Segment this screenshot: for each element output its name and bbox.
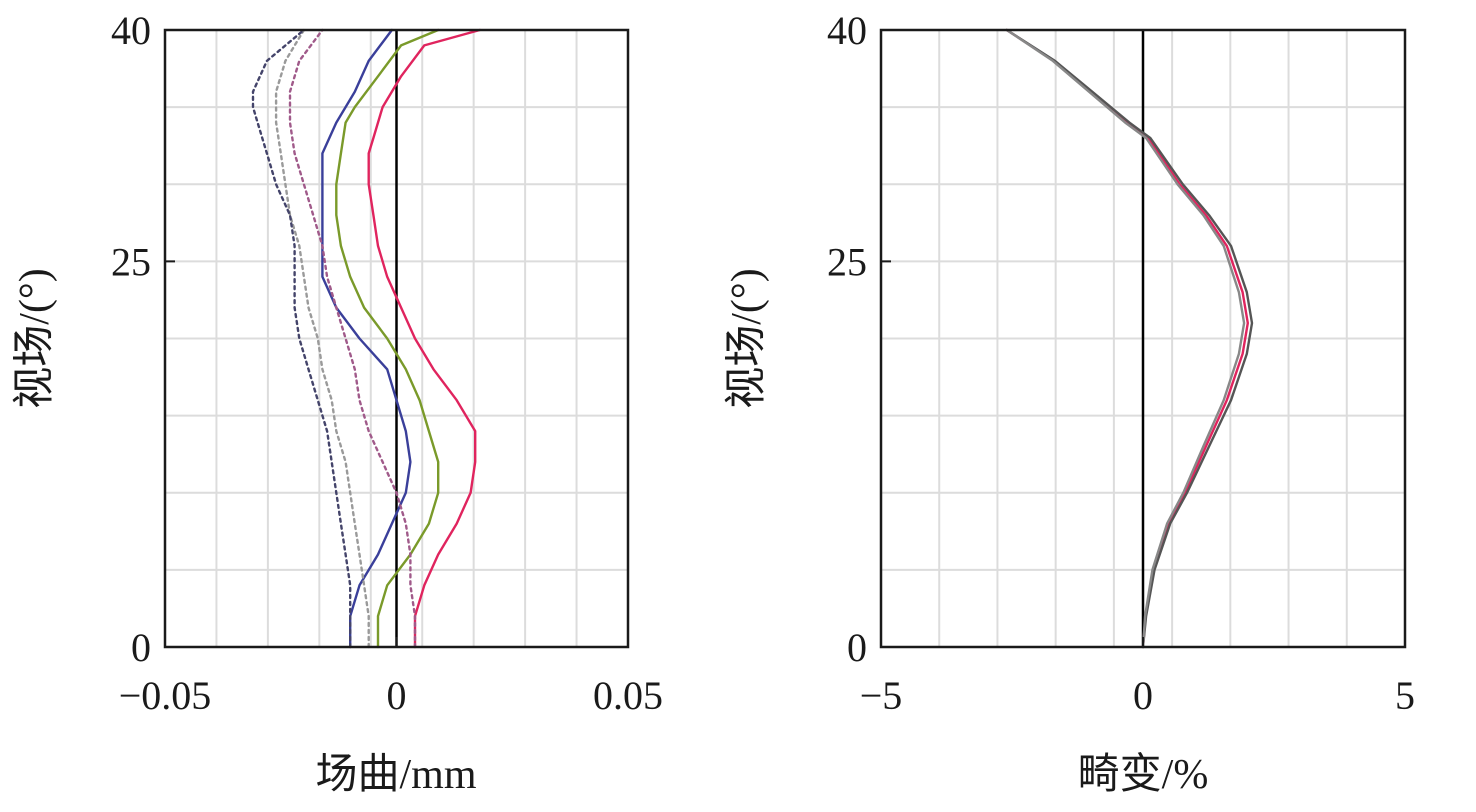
distortion-x-tick-label: 5 bbox=[1395, 673, 1415, 718]
distortion-y-axis-label: 视场/(°) bbox=[724, 268, 770, 408]
distortion-series bbox=[1005, 28, 1254, 649]
field-curvature-y-axis-label: 视场/(°) bbox=[12, 268, 58, 408]
field-curvature-y-tick-label: 25 bbox=[111, 239, 151, 284]
field-curvature-series-line-3 bbox=[321, 28, 412, 649]
field-curvature-series-line-2 bbox=[335, 28, 440, 649]
distortion-y-tick-label: 25 bbox=[827, 239, 867, 284]
field-curvature-y-tick-label: 0 bbox=[131, 625, 151, 670]
field-curvature-series-line-6 bbox=[251, 28, 352, 649]
distortion-series-line-3 bbox=[1005, 28, 1246, 649]
distortion-series-line-2 bbox=[1005, 28, 1254, 649]
field-curvature-x-tick-label: 0 bbox=[387, 673, 407, 718]
field-curvature-x-tick-label: −0.05 bbox=[119, 673, 212, 718]
field-curvature-series-line-4 bbox=[288, 28, 417, 649]
distortion-y-tick-label: 0 bbox=[847, 625, 867, 670]
distortion-x-tick-label: −5 bbox=[860, 673, 903, 718]
distortion-x-tick-label: 0 bbox=[1133, 673, 1153, 718]
field-curvature-x-tick-label: 0.05 bbox=[593, 673, 663, 718]
distortion-x-axis-label: 畸变/% bbox=[1078, 751, 1209, 798]
distortion-y-tick-label: 40 bbox=[827, 8, 867, 53]
field-curvature-x-axis-label: 场曲/mm bbox=[315, 752, 476, 798]
field-curvature-series bbox=[251, 28, 481, 649]
field-curvature-y-tick-label: 40 bbox=[111, 8, 151, 53]
field-curvature-series-line-1 bbox=[367, 28, 481, 649]
